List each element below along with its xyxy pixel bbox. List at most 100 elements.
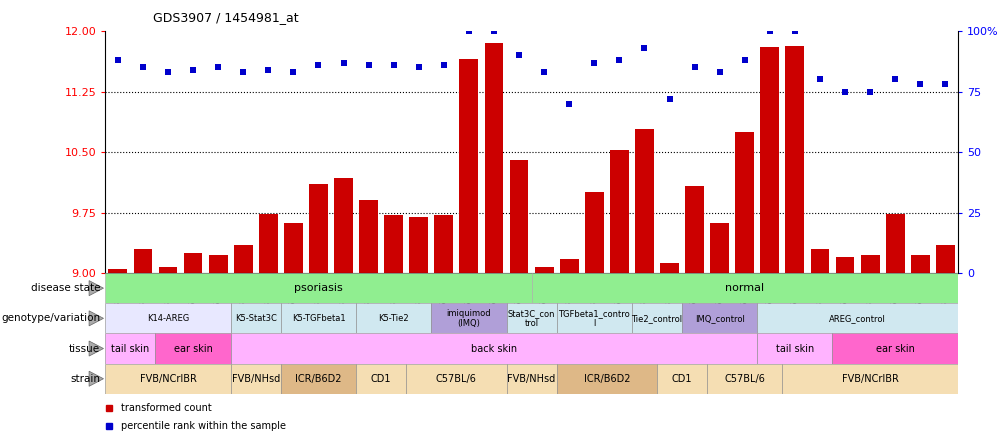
Bar [556,303,631,333]
Point [261,66,277,73]
Bar [757,303,957,333]
Bar [832,333,957,364]
Bar [609,151,628,444]
Bar [105,364,230,394]
Bar [860,255,879,444]
Point [286,69,302,76]
Text: ICR/B6D2: ICR/B6D2 [583,374,629,384]
Text: TGFbeta1_contro
l: TGFbeta1_contro l [558,309,629,328]
Point [887,76,903,83]
Bar [384,215,403,444]
Bar [230,333,757,364]
Bar [509,160,528,444]
Point [586,59,602,66]
Bar [709,223,728,444]
Bar [885,214,904,444]
Bar [133,249,152,444]
Bar [108,269,127,444]
Point [361,61,377,68]
Bar [409,217,428,444]
Bar [484,43,503,444]
Text: AREG_control: AREG_control [829,314,885,323]
Point [160,69,176,76]
Point [862,88,878,95]
Text: tissue: tissue [69,344,100,353]
Point [210,64,226,71]
Point [787,28,803,35]
Polygon shape [89,311,103,326]
Point [736,56,753,63]
Bar [506,364,556,394]
Bar [281,303,356,333]
Point [185,66,201,73]
Bar [634,130,653,444]
Bar [810,249,829,444]
Bar [356,303,431,333]
Text: CD1: CD1 [371,374,391,384]
Bar [782,364,957,394]
Bar [158,266,177,444]
Polygon shape [89,281,103,296]
Text: genotype/variation: genotype/variation [1,313,100,323]
Bar [105,333,155,364]
Point [812,76,828,83]
Bar [431,303,506,333]
Bar [684,186,703,444]
Point [461,28,477,35]
Bar [910,255,929,444]
Text: ICR/B6D2: ICR/B6D2 [295,374,342,384]
Text: C57BL/6: C57BL/6 [436,374,476,384]
Bar [659,263,678,444]
Point [235,69,252,76]
Bar [534,266,553,444]
Point [661,95,677,103]
Text: K5-Tie2: K5-Tie2 [378,314,409,323]
Point [636,44,652,52]
Point [611,56,627,63]
Polygon shape [89,341,103,356]
Bar [506,303,556,333]
Bar [734,132,754,444]
Bar [459,59,478,444]
Bar [309,184,328,444]
Text: FVB/NHsd: FVB/NHsd [231,374,280,384]
Text: psoriasis: psoriasis [294,283,343,293]
Bar [757,333,832,364]
Text: C57BL/6: C57BL/6 [723,374,765,384]
Text: FVB/NCrIBR: FVB/NCrIBR [841,374,898,384]
Bar [334,178,353,444]
Point [837,88,853,95]
Bar [281,364,356,394]
Bar [785,46,804,444]
Text: K5-TGFbeta1: K5-TGFbeta1 [292,314,345,323]
Text: strain: strain [70,374,100,384]
Point [311,61,327,68]
Point [511,52,527,59]
Point [561,100,577,107]
Text: imiquimod
(IMQ): imiquimod (IMQ) [446,309,491,328]
Bar [559,258,578,444]
Bar [835,257,854,444]
Bar [208,255,227,444]
Text: percentile rank within the sample: percentile rank within the sample [121,421,287,431]
Point [436,61,452,68]
Point [486,28,502,35]
Text: Tie2_control: Tie2_control [631,314,681,323]
Text: K5-Stat3C: K5-Stat3C [234,314,277,323]
Text: K14-AREG: K14-AREG [146,314,189,323]
Bar [631,303,681,333]
Bar [233,245,253,444]
Bar [406,364,506,394]
Bar [183,253,202,444]
Text: GDS3907 / 1454981_at: GDS3907 / 1454981_at [152,11,299,24]
Point [134,64,151,71]
Text: CD1: CD1 [671,374,691,384]
Text: ear skin: ear skin [875,344,914,353]
Point [686,64,702,71]
Bar [155,333,230,364]
Text: normal: normal [724,283,764,293]
Point [386,61,402,68]
Text: tail skin: tail skin [775,344,814,353]
Bar [584,192,603,444]
Point [536,69,552,76]
